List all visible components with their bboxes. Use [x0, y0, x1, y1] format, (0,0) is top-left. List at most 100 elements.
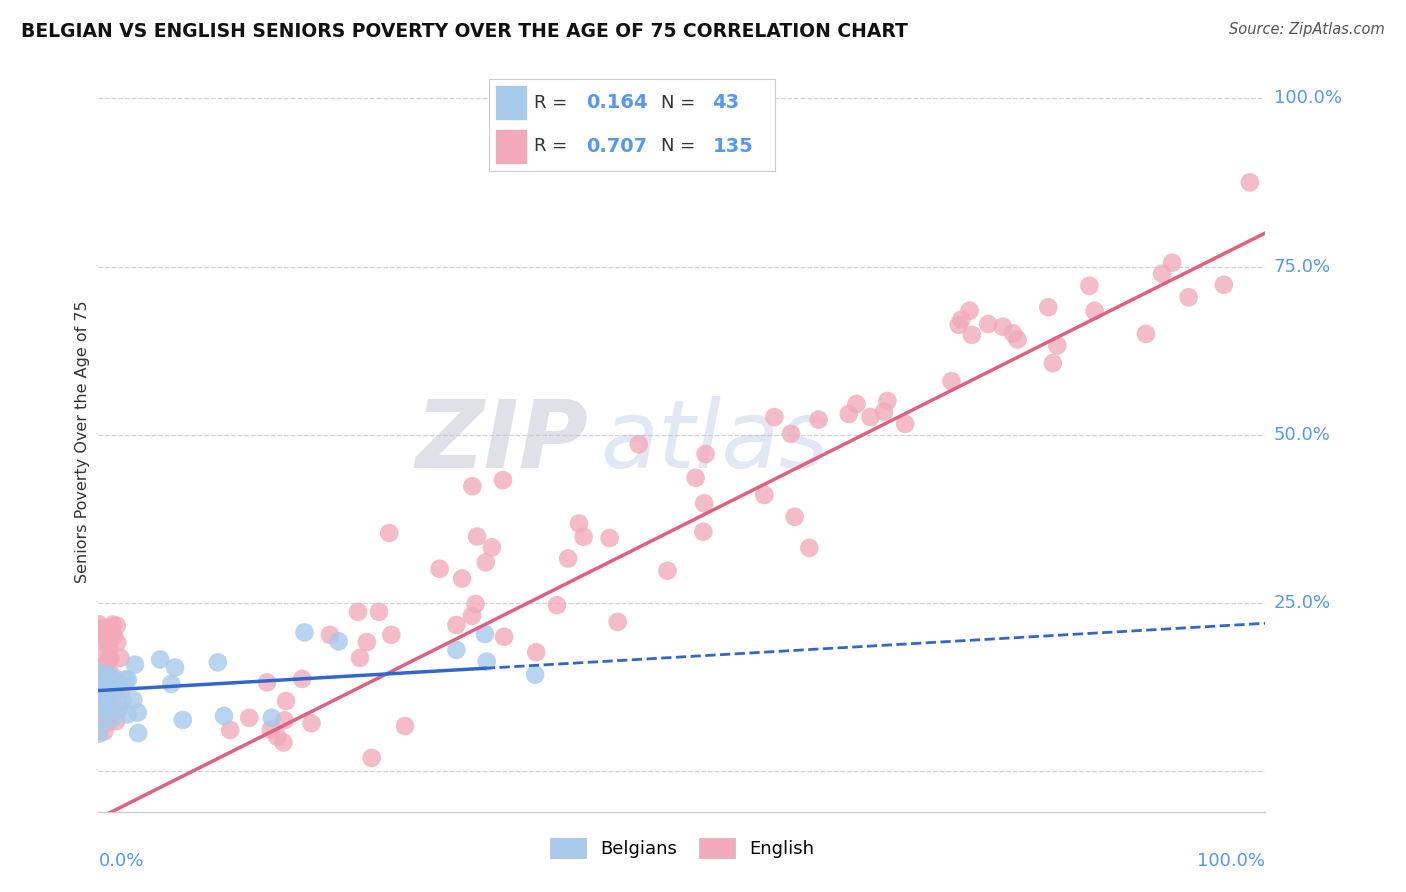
Point	[160, 677, 183, 691]
Point	[89, 625, 111, 640]
Point	[1152, 267, 1174, 281]
Point	[1007, 333, 1029, 347]
Point	[380, 628, 402, 642]
Point	[219, 723, 242, 737]
Point	[546, 598, 568, 612]
Point	[838, 407, 860, 421]
Text: 50.0%: 50.0%	[1274, 425, 1330, 444]
Point	[100, 620, 122, 634]
Point	[876, 394, 898, 409]
Point	[97, 659, 120, 673]
Point	[124, 657, 146, 672]
Point	[693, 496, 716, 510]
Point	[87, 700, 110, 714]
Point	[368, 605, 391, 619]
Point	[100, 671, 122, 685]
Point	[94, 690, 117, 704]
Point	[101, 617, 124, 632]
Point	[87, 686, 110, 700]
Point	[360, 751, 382, 765]
Point	[96, 715, 118, 730]
Point	[89, 625, 111, 640]
Point	[492, 473, 515, 487]
Point	[110, 650, 132, 665]
Point	[754, 488, 776, 502]
Point	[89, 684, 111, 698]
Point	[97, 669, 120, 683]
Point	[105, 635, 128, 649]
Text: atlas: atlas	[600, 396, 828, 487]
Point	[89, 708, 111, 723]
Point	[97, 633, 120, 648]
Point	[87, 703, 110, 717]
Point	[557, 551, 579, 566]
Point	[464, 597, 486, 611]
Point	[98, 640, 121, 654]
Point	[93, 681, 115, 695]
Point	[763, 410, 786, 425]
Point	[90, 668, 112, 682]
Point	[94, 691, 117, 706]
Point	[212, 709, 235, 723]
Point	[105, 714, 128, 728]
Point	[94, 630, 117, 644]
Point	[117, 673, 139, 687]
Point	[685, 471, 707, 485]
Point	[87, 695, 110, 709]
Point	[273, 713, 295, 727]
Point	[114, 673, 136, 687]
Point	[91, 672, 114, 686]
Point	[165, 660, 187, 674]
Point	[475, 555, 498, 569]
Point	[87, 617, 110, 632]
Point	[991, 319, 1014, 334]
Point	[378, 526, 401, 541]
Point	[101, 712, 124, 726]
Text: 0.0%: 0.0%	[98, 853, 143, 871]
Point	[568, 516, 591, 531]
Point	[96, 659, 118, 673]
Point	[91, 694, 114, 708]
Point	[87, 727, 110, 741]
Y-axis label: Seniors Poverty Over the Age of 75: Seniors Poverty Over the Age of 75	[75, 301, 90, 582]
Point	[572, 530, 595, 544]
Point	[599, 531, 621, 545]
Point	[266, 730, 288, 744]
Point	[98, 680, 121, 694]
Point	[494, 630, 516, 644]
Point	[475, 655, 498, 669]
Point	[122, 693, 145, 707]
Point	[98, 651, 121, 665]
Point	[446, 643, 468, 657]
Point	[1161, 256, 1184, 270]
Point	[1046, 338, 1069, 352]
Point	[103, 670, 125, 684]
Point	[524, 645, 547, 659]
Point	[465, 529, 488, 543]
Point	[291, 672, 314, 686]
Point	[1038, 300, 1060, 314]
Point	[91, 621, 114, 635]
Point	[429, 562, 451, 576]
Point	[692, 524, 714, 539]
Point	[89, 691, 111, 706]
Point	[89, 679, 111, 693]
Point	[950, 312, 973, 326]
Point	[93, 623, 115, 637]
Point	[90, 660, 112, 674]
Point	[91, 657, 114, 672]
Point	[87, 698, 110, 712]
Point	[87, 622, 110, 636]
Point	[127, 726, 149, 740]
Point	[91, 681, 114, 695]
Text: 100.0%: 100.0%	[1198, 853, 1265, 871]
Point	[238, 711, 260, 725]
Point	[96, 667, 118, 681]
Point	[627, 437, 650, 451]
Point	[104, 675, 127, 690]
Point	[96, 710, 118, 724]
Point	[960, 327, 983, 342]
Point	[207, 656, 229, 670]
Point	[873, 405, 896, 419]
Point	[93, 724, 115, 739]
